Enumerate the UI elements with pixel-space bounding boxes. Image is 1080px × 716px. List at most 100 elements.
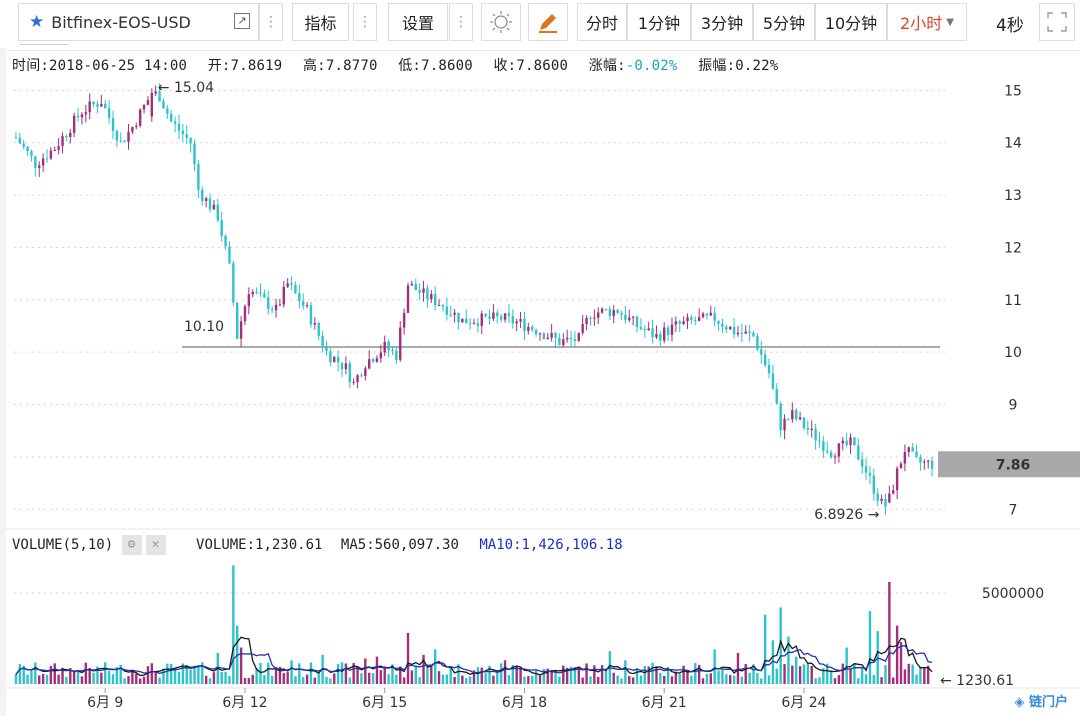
- volume-bar: [911, 664, 914, 684]
- candle-body: [752, 333, 755, 337]
- candle-body: [154, 91, 157, 94]
- candle-body: [53, 149, 56, 151]
- candle-body: [655, 334, 658, 338]
- symbol-menu-button[interactable]: ⋮: [259, 3, 283, 41]
- candle-body: [701, 313, 705, 318]
- indicators-menu-button[interactable]: ⋮: [353, 3, 377, 41]
- volume-bar: [775, 668, 778, 684]
- candle-body: [38, 165, 41, 168]
- volume-bar: [577, 668, 581, 684]
- candle-body: [360, 375, 363, 377]
- gear-icon[interactable]: ⚙: [121, 535, 142, 555]
- volume-bar: [72, 670, 76, 684]
- candle-body: [511, 315, 515, 324]
- period-5min[interactable]: 5分钟: [753, 3, 815, 41]
- fullscreen-button[interactable]: [1039, 3, 1075, 41]
- candle-body: [554, 333, 557, 338]
- star-icon[interactable]: ★: [29, 12, 45, 32]
- period-label: 1分钟: [637, 14, 681, 33]
- period-label: 分时: [585, 14, 618, 33]
- candle-body: [534, 329, 538, 335]
- candle-body: [876, 493, 879, 501]
- pencil-icon: [539, 14, 557, 33]
- candle-body: [104, 103, 107, 109]
- period-10min[interactable]: 10分钟: [815, 3, 887, 41]
- candle-body: [348, 363, 351, 383]
- refresh-interval[interactable]: 4秒: [996, 16, 1024, 36]
- candle-body: [391, 350, 394, 352]
- volume-bar: [849, 668, 852, 684]
- period-2hour[interactable]: 2小时 ▼: [887, 3, 967, 41]
- volume-bar: [259, 663, 262, 684]
- candle-body: [406, 285, 410, 313]
- volume-bar: [426, 667, 429, 684]
- volume-bar: [356, 666, 359, 684]
- volume-bar: [581, 677, 584, 684]
- candle-body: [437, 304, 441, 306]
- candle-body: [57, 146, 60, 150]
- volume-bar: [868, 611, 872, 684]
- volume-bar: [96, 666, 99, 684]
- volume-bar: [531, 675, 534, 684]
- candle-body: [336, 356, 340, 363]
- close-icon[interactable]: ✕: [145, 535, 166, 555]
- volume-bar: [787, 636, 790, 684]
- volume-bar: [239, 647, 243, 684]
- candle-body: [138, 109, 142, 126]
- volume-bar: [173, 667, 177, 684]
- candle-body: [22, 143, 25, 147]
- candle-body: [779, 403, 782, 431]
- theme-button[interactable]: [481, 3, 521, 41]
- volume-bar: [212, 672, 216, 684]
- volume-bar: [721, 669, 724, 684]
- indicators-button[interactable]: 指标: [292, 3, 349, 41]
- volume-bar: [519, 668, 522, 684]
- last-price-tag: [938, 451, 1080, 478]
- candle-body: [465, 318, 468, 324]
- candle-body: [616, 309, 619, 313]
- period-fenshi[interactable]: 分时: [577, 3, 627, 41]
- period-3min[interactable]: 3分钟: [691, 3, 753, 41]
- volume-bar: [670, 676, 674, 684]
- candle-body: [69, 132, 72, 137]
- candle-body: [251, 291, 254, 295]
- volume-value: VOLUME:1,230.61: [196, 537, 323, 553]
- candle-body: [895, 468, 899, 491]
- candle-body: [286, 283, 289, 287]
- time-tick-label: 6月 15: [362, 695, 407, 711]
- symbol-selector[interactable]: ★ Bitfinex-EOS-USD ↗: [18, 3, 259, 41]
- volume-bar: [538, 675, 542, 684]
- period-1min[interactable]: 1分钟: [627, 3, 691, 41]
- volume-bar: [65, 677, 68, 684]
- candle-body: [926, 460, 930, 462]
- volume-bar: [430, 665, 433, 684]
- candle-body: [208, 198, 212, 210]
- external-link-icon[interactable]: ↗: [234, 13, 250, 29]
- candle-body: [30, 151, 33, 157]
- volume-bar: [298, 663, 301, 684]
- info-open: 开:7.8619: [207, 58, 283, 74]
- volume-bar: [201, 662, 204, 684]
- settings-menu-button[interactable]: ⋮: [449, 3, 473, 41]
- candle-body: [709, 312, 712, 316]
- candle-body: [49, 150, 53, 159]
- settings-button[interactable]: 设置: [388, 3, 448, 41]
- volume-bar: [123, 678, 126, 684]
- volume-bar: [678, 673, 681, 684]
- draw-button[interactable]: [528, 3, 568, 41]
- volume-bar: [34, 662, 37, 684]
- volume-bar: [449, 666, 452, 684]
- volume-bar: [923, 667, 926, 684]
- candle-body: [767, 365, 771, 374]
- period-label: 3分钟: [700, 14, 744, 33]
- candle-body: [356, 375, 359, 382]
- volume-bar: [833, 678, 837, 684]
- volume-bar: [313, 677, 317, 684]
- volume-bar: [752, 664, 755, 684]
- volume-bar: [441, 674, 445, 684]
- candle-body: [212, 204, 216, 210]
- candle-body: [239, 321, 243, 339]
- volume-bar: [162, 668, 165, 684]
- volume-bar: [107, 670, 111, 684]
